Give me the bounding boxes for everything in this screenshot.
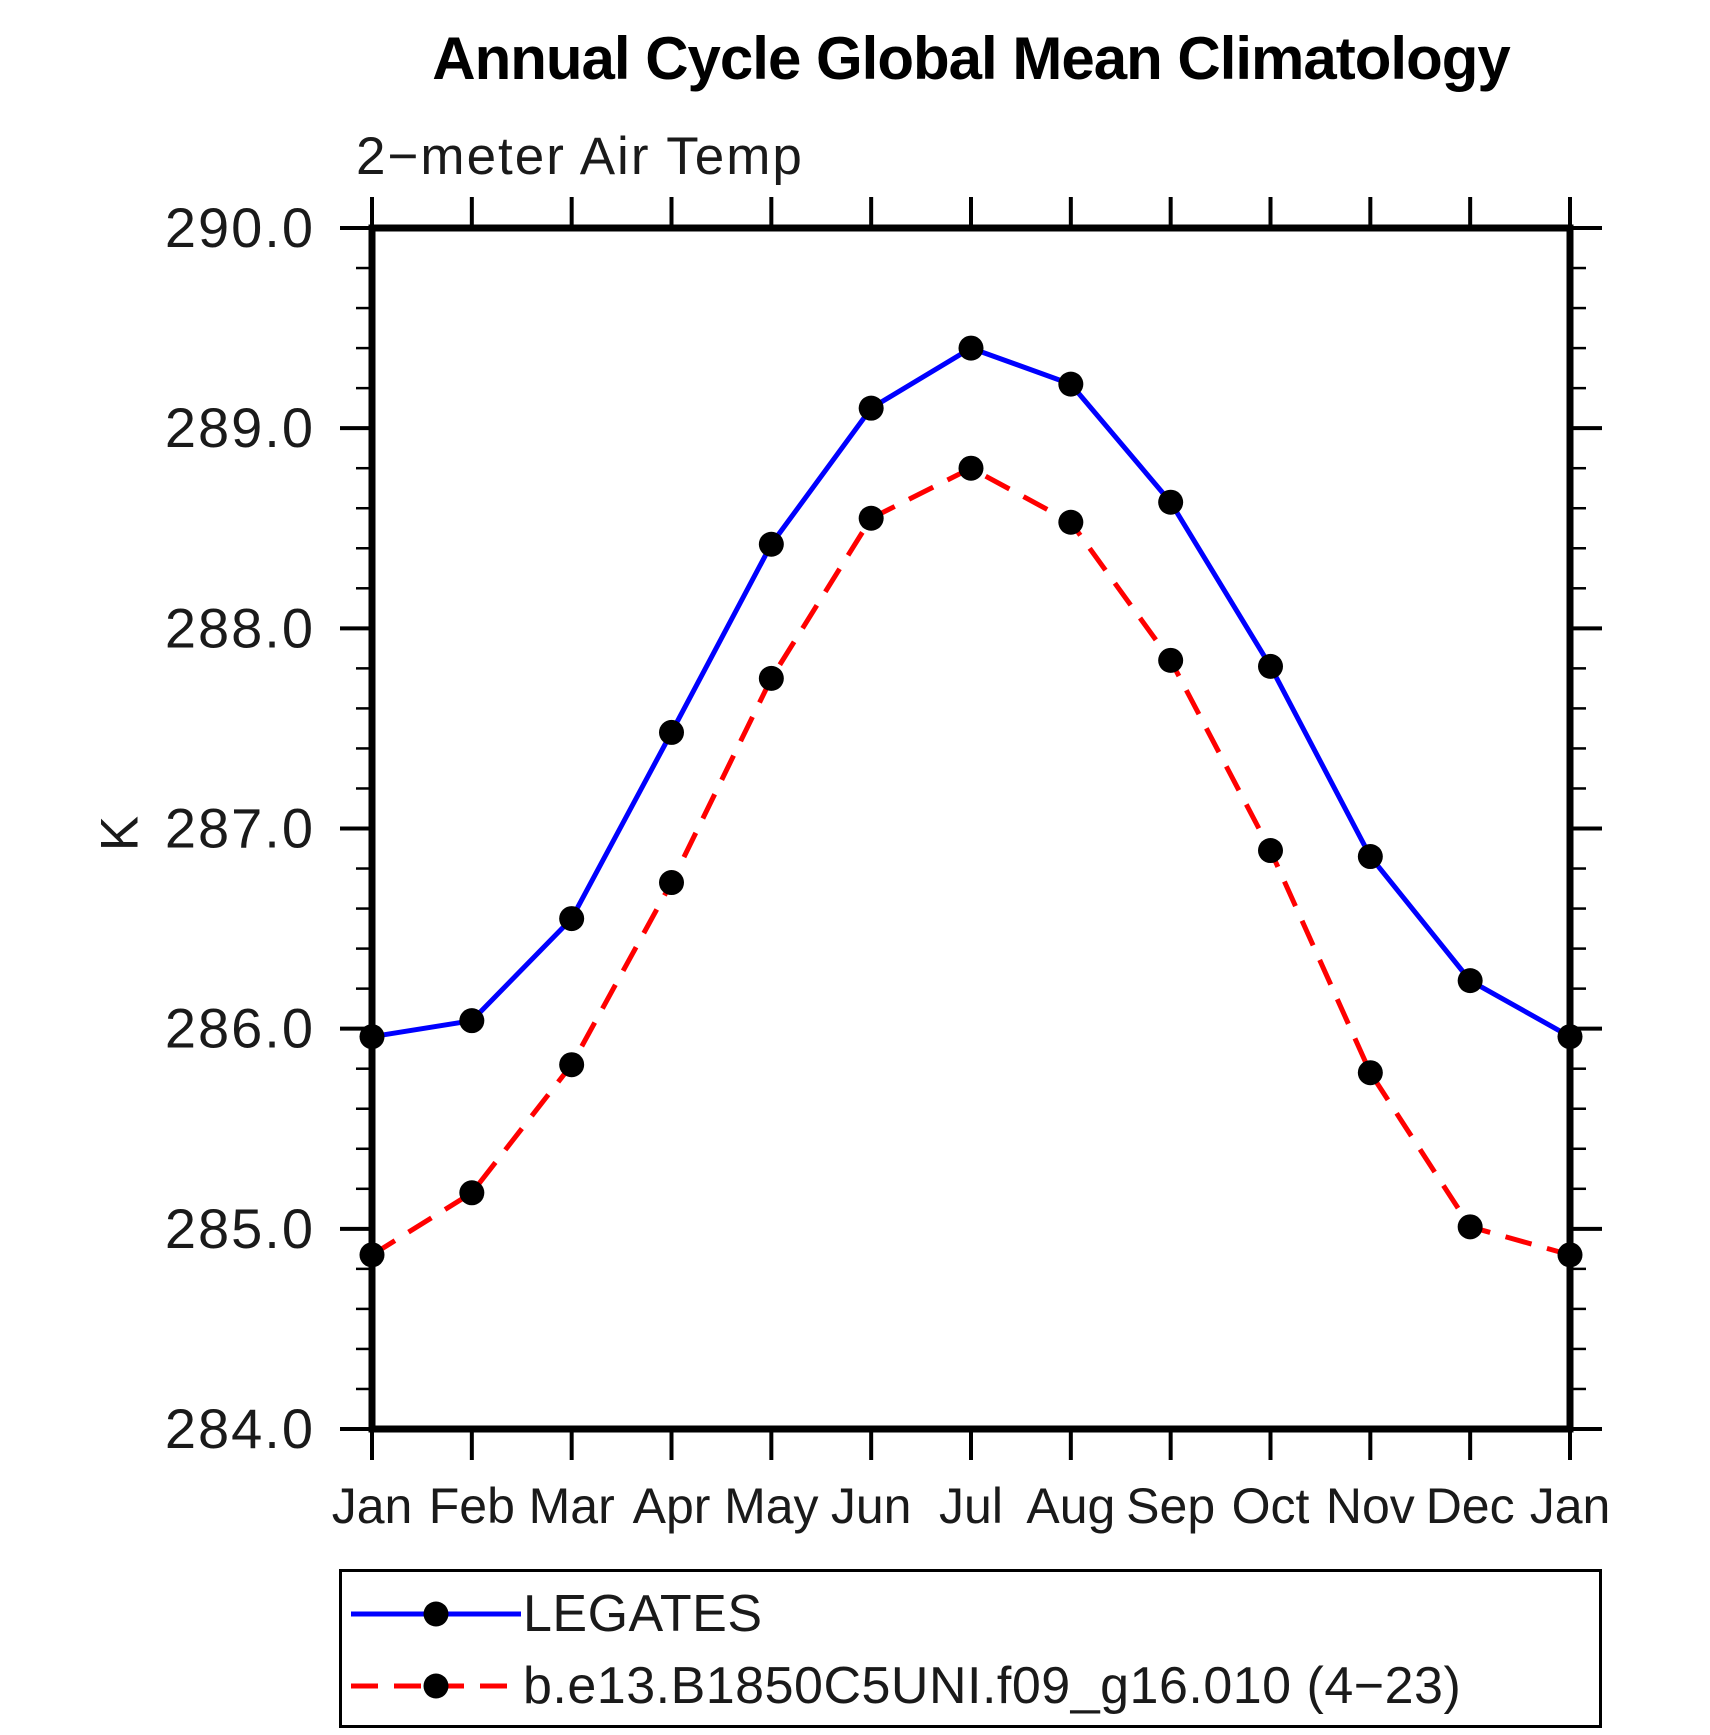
y-tick-label: 284.0 [165,1397,315,1460]
data-point [559,906,585,932]
data-point [1258,838,1283,864]
y-tick-label: 285.0 [165,1197,315,1260]
y-tick-label: 286.0 [165,997,315,1060]
data-point [659,870,684,896]
legend: LEGATES b.e13.B1850C5UNI.f09_g16.010 (4−… [339,1569,1602,1728]
data-point [1058,371,1084,397]
data-point [459,1180,485,1206]
data-point [1158,489,1184,515]
x-tick-label: May [724,1478,818,1534]
data-point [858,395,884,421]
legend-sample-line-dashed [351,1673,521,1699]
x-tick-label: Oct [1232,1478,1310,1534]
x-tick-label: Jan [332,1478,413,1534]
x-tick-label: Nov [1326,1478,1415,1534]
data-point [1258,653,1283,679]
series-line-1 [370,465,1571,1258]
data-point [1557,1242,1583,1268]
legend-marker-dot [423,1601,449,1627]
x-tick-label: Sep [1126,1478,1215,1534]
data-point [1058,509,1084,535]
data-point [559,1052,585,1078]
data-point [758,665,784,691]
legend-item-model: b.e13.B1850C5UNI.f09_g16.010 (4−23) [342,1648,1599,1724]
x-tick-label: Dec [1426,1478,1515,1534]
legend-label-legates: LEGATES [523,1585,763,1643]
data-point [1357,844,1383,870]
data-point [459,1008,485,1034]
chart-subtitle: 2−meter Air Temp [356,127,804,186]
y-tick-label: 287.0 [165,797,315,860]
data-point [758,531,784,557]
series-line-0 [371,345,1572,1040]
x-tick-label: Apr [633,1478,711,1534]
data-point [359,1024,385,1050]
data-point [1357,1060,1383,1086]
y-tick-label: 288.0 [165,596,315,659]
data-point [858,505,884,531]
y-tick-label: 290.0 [165,196,315,259]
axis-box [368,224,1574,1433]
data-point [958,335,984,361]
data-point [1557,1024,1583,1050]
data-point [359,1242,385,1268]
legend-sample-line-solid [351,1601,521,1627]
y-tick-label: 289.0 [165,396,315,459]
data-point [1457,968,1483,994]
x-tick-label: Jul [939,1478,1003,1534]
x-tick-label: Mar [529,1478,615,1534]
data-point [659,719,684,745]
x-tick-label: Aug [1026,1478,1115,1534]
legend-item-legates: LEGATES [342,1576,1599,1652]
x-tick-label: Feb [429,1478,515,1534]
chart-title: Annual Cycle Global Mean Climatology [432,25,1511,92]
legend-marker-dot [423,1673,449,1699]
data-point [1457,1214,1483,1240]
legend-label-model: b.e13.B1850C5UNI.f09_g16.010 (4−23) [523,1657,1462,1715]
data-point [1158,647,1184,673]
data-point [958,455,984,481]
x-tick-label: Jan [1530,1478,1611,1534]
x-tick-label: Jun [831,1478,912,1534]
